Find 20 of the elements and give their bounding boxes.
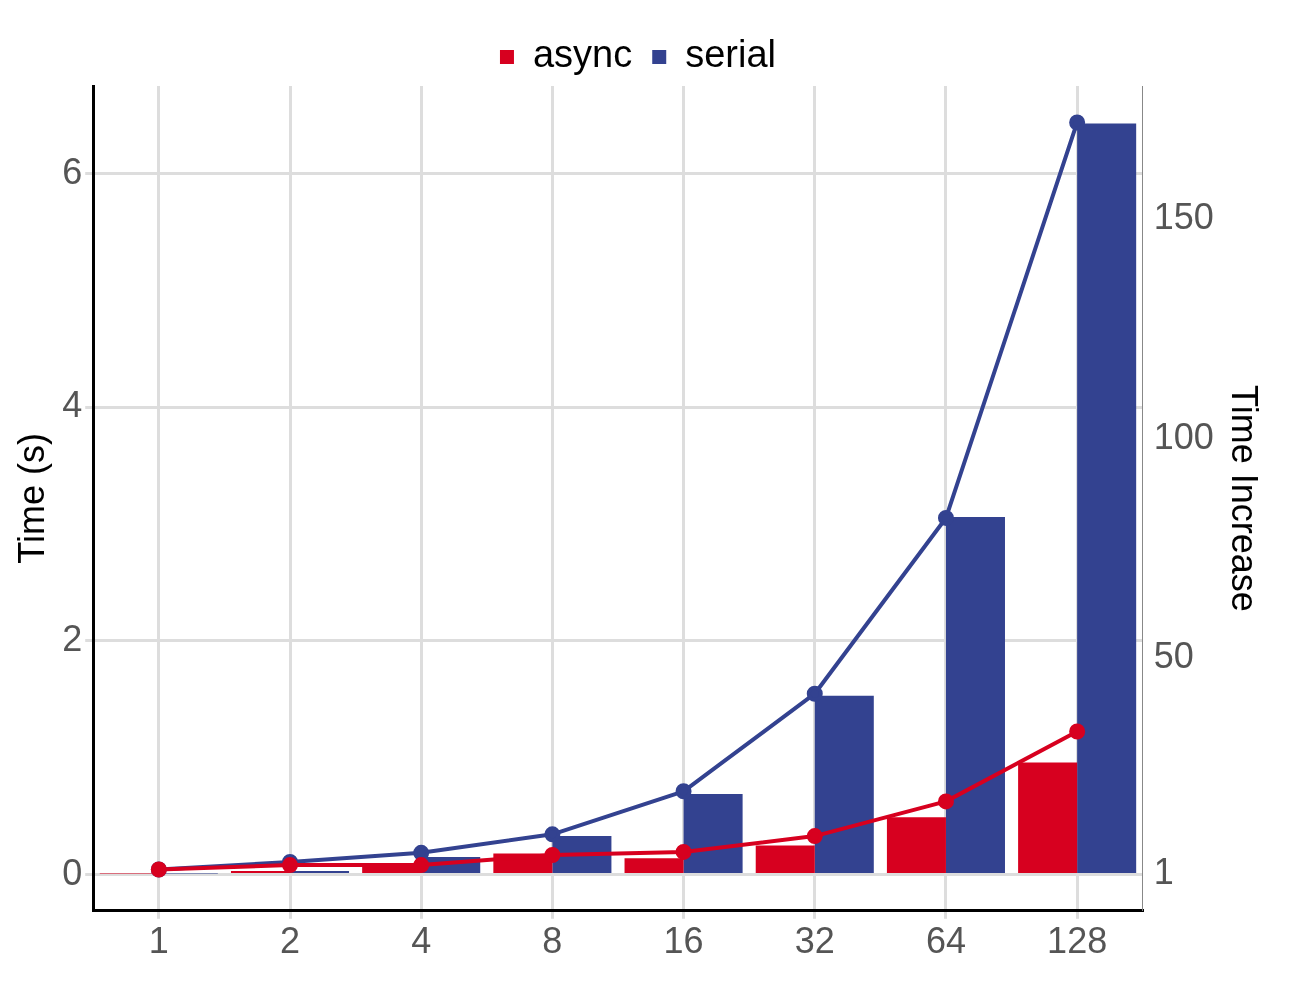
- y-tick-label: 4: [62, 384, 83, 426]
- x-tick-label: 32: [794, 920, 835, 962]
- x-tick-label: 8: [542, 920, 563, 962]
- y-tick-label: 6: [62, 150, 83, 192]
- x-tick-label: 128: [1047, 920, 1108, 962]
- x-tick-label: 1: [148, 920, 169, 962]
- y2-axis-title: Time Increase: [1224, 385, 1266, 612]
- y-tick-label: 0: [62, 851, 83, 893]
- x-tick-label: 4: [411, 920, 432, 962]
- y2-tick-label: 100: [1153, 415, 1214, 457]
- y2-tick-label: 150: [1153, 196, 1214, 238]
- x-tick-label: 2: [279, 920, 301, 962]
- legend-label: async: [532, 33, 633, 76]
- x-tick-label: 64: [925, 920, 966, 962]
- y-axis-title: Time (s): [10, 433, 52, 564]
- y-tick-label: 2: [62, 617, 83, 659]
- x-tick-label: 16: [663, 920, 704, 962]
- y2-tick-label: 1: [1153, 850, 1174, 892]
- legend-label: serial: [685, 33, 777, 76]
- y2-tick-label: 50: [1153, 635, 1194, 677]
